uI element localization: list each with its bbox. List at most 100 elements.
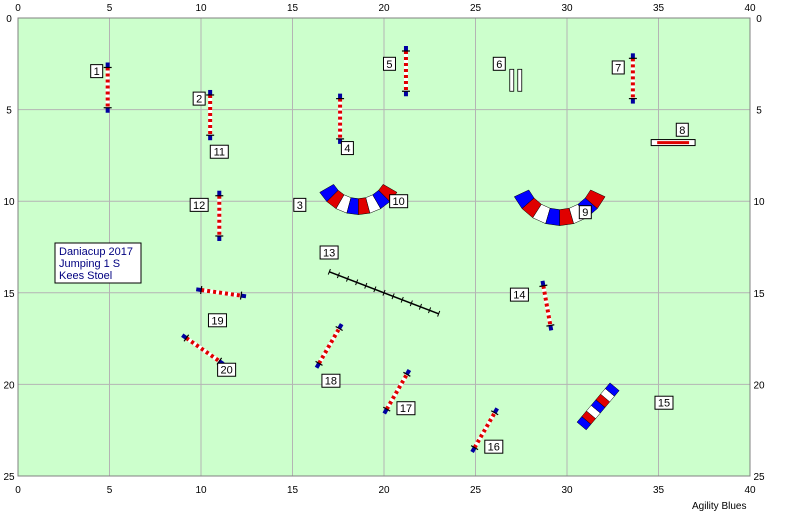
y-tick-label-right: 20 bbox=[753, 380, 765, 391]
jump-pole-stripe bbox=[472, 411, 497, 449]
walk-slat bbox=[346, 275, 350, 282]
jump-stand bbox=[470, 445, 479, 451]
jump-stand bbox=[183, 334, 190, 342]
walk-slat bbox=[418, 303, 422, 310]
obstacle-number-4: 4 bbox=[340, 141, 354, 156]
x-tick-label-top: 5 bbox=[107, 3, 113, 14]
y-tick-label-left: 5 bbox=[6, 106, 12, 117]
x-tick-label-top: 20 bbox=[378, 3, 390, 14]
jump-wing bbox=[314, 362, 321, 369]
x-tick-label-bottom: 10 bbox=[195, 485, 207, 496]
obstacle-number-17: 17 bbox=[396, 401, 416, 416]
walk-slat bbox=[437, 310, 441, 317]
course-info-line-2: Jumping 1 S bbox=[59, 258, 120, 270]
jump-stand bbox=[546, 324, 555, 327]
jump-wing bbox=[240, 293, 247, 299]
walk-slat bbox=[409, 300, 413, 307]
footer-label: Agility Blues bbox=[692, 501, 746, 512]
walk-slat bbox=[355, 279, 359, 286]
svg-text:7: 7 bbox=[615, 62, 621, 74]
obstacle-5 bbox=[401, 45, 410, 97]
obstacle-1 bbox=[103, 62, 112, 113]
x-tick-label-top: 40 bbox=[744, 3, 756, 14]
obstacle-number-2: 2 bbox=[192, 91, 206, 106]
obstacle-2 bbox=[206, 89, 215, 141]
x-tick-label-top: 10 bbox=[195, 3, 207, 14]
jump-pole-stripe bbox=[385, 373, 409, 411]
y-tick-label-right: 15 bbox=[753, 289, 765, 300]
jump-stand bbox=[382, 406, 391, 412]
jump-wing bbox=[470, 446, 477, 453]
jump-wing bbox=[405, 368, 412, 376]
obstacle-number-7: 7 bbox=[611, 60, 625, 75]
obstacle-number-20: 20 bbox=[217, 362, 237, 377]
y-tick-label-right: 25 bbox=[753, 472, 765, 483]
jump-wing bbox=[181, 333, 188, 340]
obstacle-number-13: 13 bbox=[319, 245, 339, 260]
svg-text:11: 11 bbox=[214, 147, 225, 159]
svg-text:17: 17 bbox=[400, 403, 412, 415]
obstacle-17 bbox=[382, 368, 412, 415]
jump-stand bbox=[539, 284, 548, 288]
svg-text:4: 4 bbox=[344, 143, 350, 155]
y-tick-label-left: 20 bbox=[3, 380, 15, 391]
obstacle-number-9: 9 bbox=[578, 205, 592, 220]
jump-stand bbox=[335, 325, 343, 332]
jump-stand bbox=[239, 291, 243, 300]
x-tick-label-top: 30 bbox=[561, 3, 573, 14]
walk-slat bbox=[336, 272, 340, 279]
walk-slat bbox=[364, 282, 368, 289]
tunnel-segment bbox=[584, 189, 606, 209]
obstacle-number-10: 10 bbox=[389, 194, 409, 209]
y-tick-label-left: 25 bbox=[3, 472, 15, 483]
x-tick-label-bottom: 25 bbox=[470, 485, 482, 496]
obstacle-number-19: 19 bbox=[207, 313, 227, 328]
obstacle-8 bbox=[650, 139, 696, 147]
walk-slat bbox=[428, 307, 432, 314]
jump-wing bbox=[337, 323, 344, 330]
svg-text:12: 12 bbox=[193, 200, 205, 212]
obstacle-number-1: 1 bbox=[90, 64, 104, 79]
jump-wing bbox=[540, 280, 546, 287]
obstacle-18 bbox=[314, 323, 344, 369]
x-tick-label-bottom: 15 bbox=[287, 485, 299, 496]
course-info-line-3: Kees Stoel bbox=[59, 270, 112, 282]
obstacle-12 bbox=[215, 190, 224, 241]
course-info-line-1: Daniacup 2017 bbox=[59, 246, 133, 258]
x-tick-label-top: 15 bbox=[287, 3, 299, 14]
svg-text:1: 1 bbox=[94, 66, 100, 78]
jump-stand bbox=[200, 285, 203, 295]
y-tick-label-right: 10 bbox=[753, 197, 765, 208]
walk-slat bbox=[373, 286, 377, 293]
svg-text:18: 18 bbox=[325, 376, 337, 388]
svg-text:14: 14 bbox=[513, 290, 525, 302]
jump-pole-stripe bbox=[541, 285, 553, 326]
y-tick-label-left: 0 bbox=[6, 14, 12, 25]
jump-stand bbox=[315, 360, 323, 366]
x-tick-label-top: 25 bbox=[470, 3, 482, 14]
svg-text:2: 2 bbox=[196, 94, 202, 106]
y-tick-label-left: 10 bbox=[3, 197, 15, 208]
svg-text:20: 20 bbox=[220, 365, 232, 377]
x-tick-label-top: 35 bbox=[653, 3, 665, 14]
jump-wing bbox=[195, 287, 202, 292]
jump-stand bbox=[490, 410, 499, 416]
obstacle-7 bbox=[628, 53, 637, 104]
double-jump-pole bbox=[509, 68, 515, 92]
obstacle-13 bbox=[327, 268, 441, 317]
obstacle-15 bbox=[576, 382, 620, 431]
obstacle-6 bbox=[509, 68, 523, 92]
obstacle-number-16: 16 bbox=[484, 439, 504, 454]
obstacle-number-3: 3 bbox=[293, 197, 307, 212]
course-info-box: Daniacup 2017 Jumping 1 S Kees Stoel bbox=[54, 242, 142, 284]
walk-slat bbox=[382, 289, 386, 296]
svg-text:13: 13 bbox=[323, 247, 335, 259]
jump-pole-stripe bbox=[185, 336, 221, 363]
obstacle-4 bbox=[336, 93, 345, 144]
svg-text:10: 10 bbox=[393, 196, 405, 208]
svg-text:16: 16 bbox=[488, 442, 500, 454]
walk-slat bbox=[400, 296, 404, 303]
obstacle-number-12: 12 bbox=[189, 197, 209, 212]
